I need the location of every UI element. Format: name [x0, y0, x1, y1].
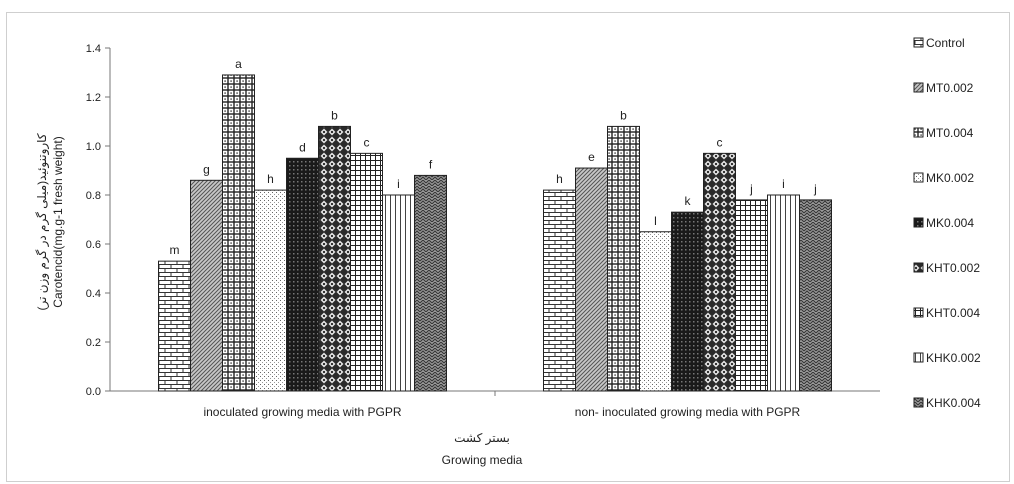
x-axis-title-fa: بستر کشت: [454, 431, 510, 446]
bar-letter-label: j: [749, 182, 753, 196]
y-tick-label: 0.4: [86, 288, 101, 300]
bar-khk0-002-0: [382, 194, 415, 392]
bar-letter-label: f: [429, 157, 433, 171]
bar-letter-label: h: [267, 172, 274, 186]
y-tick-label: 1.2: [86, 92, 101, 104]
legend-label: MK0.004: [926, 216, 974, 230]
bar-mt0-002-0: [190, 179, 223, 392]
legend-label: KHT0.002: [926, 261, 980, 275]
bar-letter-label: e: [588, 150, 595, 164]
y-axis-title-fa: (کاروتنوئید(میلی گرم در گرم وزن تر: [35, 133, 50, 310]
bar-mt0-002-1: [575, 167, 608, 392]
legend: Control MT0.002 MT0.004 MK0.002 MK0.004 KHT0.…: [913, 36, 981, 410]
bar-kht0-002-1: [703, 152, 736, 392]
bar-letter-label: b: [331, 108, 338, 122]
category-label: inoculated growing media with PGPR: [203, 405, 401, 419]
legend-swatch: [913, 307, 924, 318]
bar-kht0-004-0: [350, 152, 383, 392]
bar-mk0-004-0: [286, 157, 319, 392]
bar-letter-label: h: [556, 172, 563, 186]
y-axis-title: Carotencid(mg.g-1 fresh weight): [51, 136, 65, 307]
bar-letter-label: b: [620, 108, 627, 122]
bar-control-0: [158, 260, 191, 392]
chart-frame: [6, 12, 1010, 482]
legend-swatch: [913, 352, 924, 363]
bar-mk0-004-1: [671, 211, 704, 392]
bar-kht0-002-0: [318, 125, 351, 392]
legend-swatch: [913, 37, 924, 48]
legend-swatch: [913, 127, 924, 138]
legend-label: MT0.004: [926, 126, 974, 140]
legend-label: KHT0.004: [926, 306, 980, 320]
bar-letter-label: l: [654, 214, 657, 228]
legend-label: MT0.002: [926, 81, 974, 95]
legend-swatch: [913, 397, 924, 408]
bar-letter-labels: m h g e a b h l d k b c c j i i f j: [170, 57, 817, 257]
legend-swatch: [913, 217, 924, 228]
bar-kht0-004-1: [735, 199, 768, 392]
bar-letter-label: d: [299, 140, 306, 154]
x-axis-title: Growing media: [442, 453, 523, 467]
bar-letter-label: k: [685, 194, 692, 208]
bars: [158, 74, 832, 392]
bar-letter-label: i: [782, 177, 785, 191]
bar-letter-label: c: [364, 135, 370, 149]
legend-swatch: [913, 262, 924, 273]
bar-khk0-004-1: [799, 199, 832, 392]
bar-letter-label: i: [397, 177, 400, 191]
bar-letter-label: c: [717, 135, 723, 149]
y-tick-label: 0.2: [86, 337, 101, 349]
legend-label: Control: [926, 36, 965, 50]
bar-khk0-004-0: [414, 174, 447, 392]
bar-mt0-004-0: [222, 74, 255, 392]
bar-khk0-002-1: [767, 194, 800, 392]
y-tick-label: 0.6: [86, 239, 101, 251]
legend-label: MK0.002: [926, 171, 974, 185]
legend-swatch: [913, 172, 924, 183]
bar-control-1: [543, 189, 576, 392]
y-tick-label: 1.0: [86, 141, 101, 153]
y-tick-label: 0.0: [86, 386, 101, 398]
legend-label: KHK0.002: [926, 351, 981, 365]
y-tick-label: 0.8: [86, 190, 101, 202]
category-label: non- inoculated growing media with PGPR: [575, 405, 801, 419]
bar-mt0-004-1: [607, 125, 640, 392]
bar-mk0-002-0: [254, 189, 287, 392]
bar-letter-label: j: [813, 182, 817, 196]
bar-letter-label: g: [203, 162, 210, 176]
bar-letter-label: m: [170, 243, 180, 257]
bar-mk0-002-1: [639, 231, 672, 392]
legend-label: KHK0.004: [926, 396, 981, 410]
legend-swatch: [913, 82, 924, 93]
y-tick-label: 1.4: [86, 43, 101, 55]
bar-letter-label: a: [235, 57, 242, 71]
